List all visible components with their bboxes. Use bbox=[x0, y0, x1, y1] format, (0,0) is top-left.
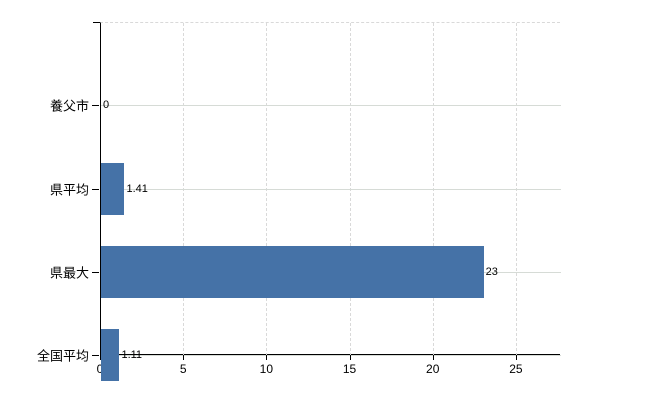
x-axis-tick bbox=[100, 355, 101, 360]
plot-area bbox=[100, 22, 561, 356]
x-axis-tick-label: 10 bbox=[259, 362, 274, 376]
bar bbox=[101, 329, 120, 381]
x-axis-tick-label: 15 bbox=[342, 362, 357, 376]
bar bbox=[101, 245, 484, 298]
x-axis-tick bbox=[515, 355, 517, 360]
vertical-gridline bbox=[183, 23, 185, 356]
x-axis-tick bbox=[349, 355, 351, 360]
vertical-gridline bbox=[515, 23, 517, 356]
x-axis-tick-label: 20 bbox=[426, 362, 440, 376]
value-label: 1.41 bbox=[126, 182, 148, 195]
x-axis-tick-label: 25 bbox=[509, 362, 523, 376]
value-label: 1.11 bbox=[121, 349, 143, 361]
vertical-gridline bbox=[349, 23, 351, 356]
category-tick bbox=[92, 355, 99, 356]
x-axis-tick-label: 0 bbox=[96, 362, 104, 376]
category-label: 県最大 bbox=[49, 265, 89, 281]
horizontal-gridline bbox=[101, 355, 561, 356]
category-tick bbox=[92, 188, 99, 190]
bar bbox=[101, 162, 125, 215]
y-axis-end-tick bbox=[93, 22, 100, 23]
x-axis-tick-label: 5 bbox=[179, 362, 187, 376]
category-label: 全国平均 bbox=[36, 348, 89, 364]
category-label: 県平均 bbox=[49, 182, 89, 197]
x-axis-tick bbox=[266, 355, 268, 360]
value-label: 23 bbox=[485, 265, 498, 278]
value-label: 0 bbox=[103, 99, 110, 112]
category-label: 養父市 bbox=[49, 98, 89, 114]
horizontal-gridline bbox=[101, 188, 561, 190]
vertical-gridline bbox=[432, 23, 434, 356]
x-axis-tick bbox=[183, 355, 185, 360]
category-tick bbox=[92, 105, 99, 107]
x-axis-tick bbox=[432, 355, 434, 360]
category-tick bbox=[92, 271, 99, 273]
vertical-gridline bbox=[266, 23, 268, 356]
horizontal-gridline bbox=[101, 105, 561, 107]
